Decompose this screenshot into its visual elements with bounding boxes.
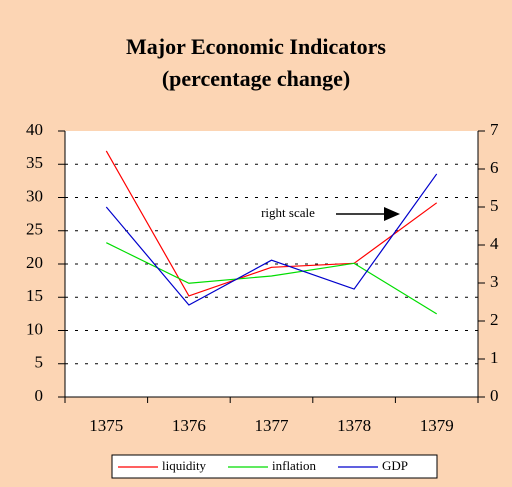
y-tick-label: 5 — [35, 353, 44, 372]
series-line — [105, 150, 438, 297]
x-tick-label: 1378 — [337, 416, 371, 435]
y-tick-label: 25 — [26, 220, 43, 239]
legend-label: GDP — [382, 458, 408, 473]
legend-label: liquidity — [162, 458, 207, 473]
x-tick-label: 1379 — [420, 416, 454, 435]
y-tick-label: 35 — [26, 153, 43, 172]
x-tick-label: 1375 — [89, 416, 123, 435]
y-tick-label: 40 — [26, 120, 43, 139]
y2-tick-label: 1 — [490, 348, 499, 367]
y-tick-label: 30 — [26, 186, 43, 205]
plot-area — [65, 131, 478, 397]
y2-tick-label: 6 — [490, 158, 499, 177]
x-tick-label: 1377 — [255, 416, 290, 435]
annotation: right scale — [261, 205, 315, 220]
y2-tick-label: 5 — [490, 196, 499, 215]
y2-tick-label: 2 — [490, 310, 499, 329]
legend — [111, 454, 438, 479]
y-tick-label: 15 — [26, 286, 43, 305]
x-tick-label: 1376 — [172, 416, 206, 435]
y2-tick-label: 0 — [490, 386, 499, 405]
chart-title: Major Economic Indicators — [126, 34, 386, 59]
series-line — [106, 242, 438, 315]
legend-label: inflation — [272, 458, 317, 473]
annotation-arrowhead — [384, 207, 400, 221]
chart-subtitle: (percentage change) — [162, 66, 350, 91]
y2-tick-label: 4 — [490, 234, 499, 253]
y2-tick-label: 3 — [490, 272, 499, 291]
y2-tick-label: 7 — [490, 120, 499, 139]
y-tick-label: 20 — [26, 253, 43, 272]
series-line — [105, 173, 438, 306]
y-tick-label: 0 — [35, 386, 44, 405]
y-tick-label: 10 — [26, 319, 43, 338]
